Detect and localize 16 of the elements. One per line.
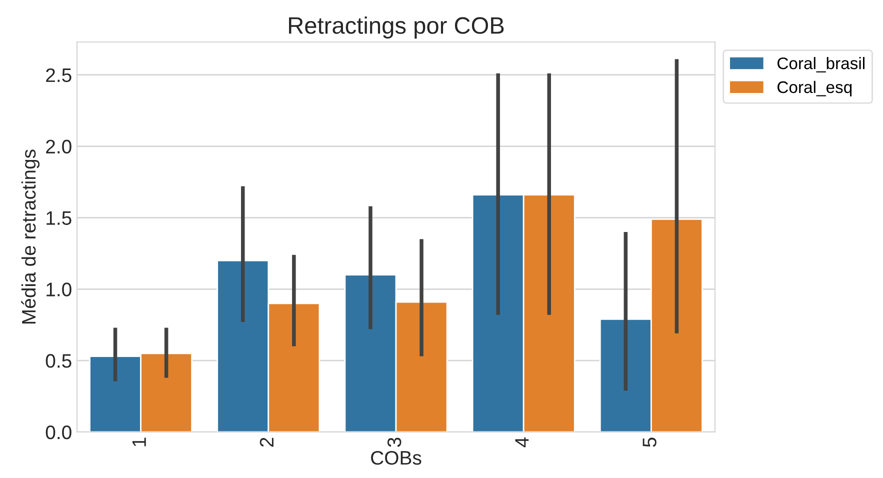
- legend-label: Coral_esq: [778, 80, 852, 96]
- y-tick-label: 2.5: [46, 68, 72, 82]
- y-tick-label: 1.0: [46, 282, 72, 296]
- x-axis-title: COBs: [371, 450, 422, 465]
- y-tick-label: 2.0: [46, 140, 72, 154]
- x-tick-label: 3: [387, 438, 402, 447]
- chart-title: Retractings por COB: [289, 16, 504, 39]
- x-tick-label: 1: [132, 438, 146, 446]
- legend-label: Coral_brasil: [778, 57, 864, 72]
- x-tick-label: 2: [260, 438, 274, 447]
- y-tick-label: 0.5: [46, 354, 72, 368]
- y-tick-label: 0.0: [46, 425, 72, 440]
- y-axis-title: Média de retractings: [21, 150, 40, 324]
- y-tick-label: 1.5: [46, 211, 72, 225]
- x-tick-label: 5: [642, 438, 656, 447]
- x-tick-label: 4: [515, 437, 529, 448]
